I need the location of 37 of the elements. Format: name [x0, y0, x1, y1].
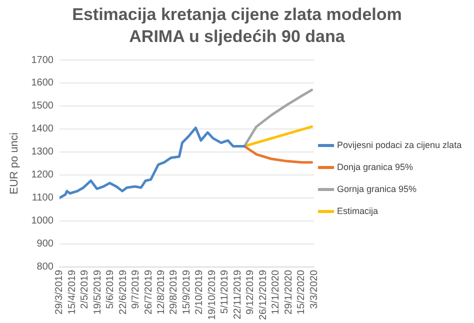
x-tick-label: 9/12/2019 — [245, 270, 256, 314]
x-tick-label: 29/3/2019 — [54, 270, 66, 314]
y-tick-label: 900 — [36, 238, 54, 250]
x-tick-label: 15/2/2020 — [296, 270, 308, 314]
x-tick-label: 2/10/2019 — [194, 270, 206, 314]
x-tick-label: 5/11/2019 — [220, 270, 231, 314]
chart-title: Estimacija kretanja cijene zlata modelom ARIMA u sljedećih 90 dana — [71, 4, 403, 48]
x-tick-label: 22/6/2019 — [118, 270, 129, 314]
x-tick-label: 12/1/2020 — [270, 270, 282, 314]
x-tick-label: 15/9/2019 — [181, 270, 192, 314]
x-tick-label: 29/1/2020 — [283, 270, 294, 314]
y-tick-label: 1200 — [31, 170, 54, 181]
x-tick-label: 9/7/2019 — [130, 270, 142, 309]
x-tick-label: 19/5/2019 — [92, 270, 104, 314]
y-tick-label: 1500 — [31, 100, 54, 112]
legend-label: Gornja granica 95% — [337, 184, 417, 194]
x-tick-label: 26/7/2019 — [143, 270, 154, 314]
y-tick-label: 1100 — [32, 192, 54, 204]
y-tick-label: 1600 — [31, 78, 54, 89]
y-tick-label: 1300 — [31, 146, 54, 158]
y-tick-label: 1400 — [31, 124, 54, 135]
legend-label: Donja granica 95% — [337, 162, 414, 172]
x-tick-label: 26/12/2019 — [258, 270, 269, 320]
x-tick-label: 29/8/2019 — [168, 270, 180, 314]
y-axis-title: EUR po unci — [8, 132, 21, 194]
x-tick-label: 5/6/2019 — [105, 270, 116, 309]
x-tick-label: 12/8/2019 — [156, 270, 168, 314]
x-tick-label: 22/11/2019 — [232, 270, 244, 320]
x-tick-label: 3/3/2020 — [308, 270, 320, 309]
y-tick-label: 800 — [36, 262, 54, 273]
y-tick-label: 1000 — [31, 216, 54, 227]
legend-label: Estimacija — [337, 206, 378, 216]
x-tick-label: 15/4/2019 — [66, 270, 78, 314]
x-tick-label: 2/5/2019 — [80, 270, 91, 309]
legend-label: Povijesni podaci za cijenu zlata — [337, 140, 462, 150]
y-tick-label: 1700 — [31, 54, 54, 66]
x-tick-label: 19/10/2019 — [206, 270, 218, 320]
